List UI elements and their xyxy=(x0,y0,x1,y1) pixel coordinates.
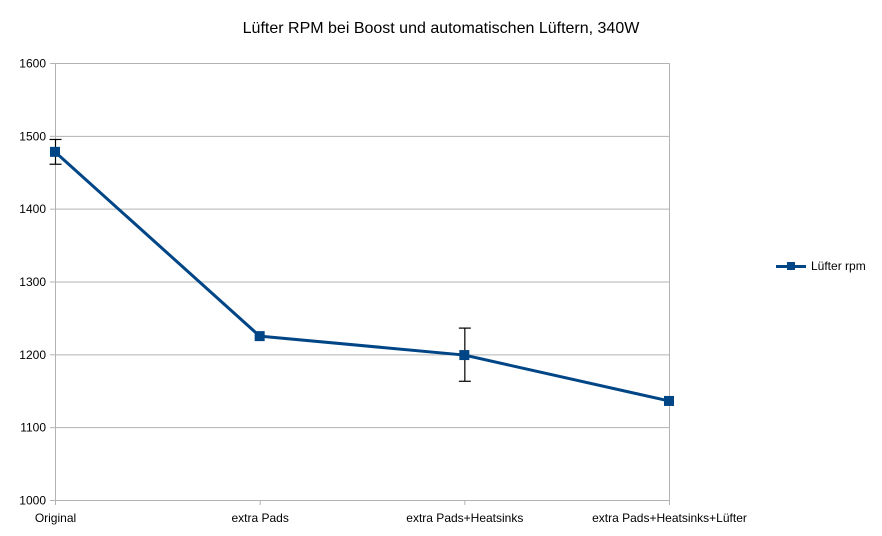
y-tick-label: 1400 xyxy=(19,202,46,216)
y-tick-label: 1600 xyxy=(19,57,46,71)
data-series xyxy=(49,138,674,406)
data-point-marker xyxy=(50,146,60,157)
data-point-marker xyxy=(664,395,674,406)
legend: Lüfter rpm xyxy=(776,259,866,273)
y-tick-label: 1200 xyxy=(19,348,46,362)
gridlines xyxy=(55,63,669,501)
x-tick-label: extra Pads+Heatsinks+Lüfter xyxy=(592,511,747,525)
legend-label: Lüfter rpm xyxy=(811,259,866,273)
series-line xyxy=(53,150,670,403)
y-axis-ticks: 1000 1100 1200 1300 1400 1500 1600 xyxy=(19,57,55,508)
x-tick-label: extra Pads xyxy=(231,511,288,525)
axes xyxy=(55,63,670,501)
data-point-marker xyxy=(254,331,265,342)
data-point-marker xyxy=(459,350,470,361)
x-tick-label: Original xyxy=(35,511,76,525)
x-axis-ticks: Original extra Pads extra Pads+Heatsinks ex… xyxy=(35,500,747,525)
y-tick-label: 1300 xyxy=(19,275,46,289)
x-tick-label: extra Pads+Heatsinks xyxy=(406,511,523,525)
y-tick-label: 1100 xyxy=(20,421,46,435)
legend-series-icon xyxy=(776,261,806,271)
chart-title: Lüfter RPM bei Boost und automatischen L… xyxy=(242,20,640,37)
y-tick-label: 1500 xyxy=(19,129,46,143)
y-tick-label: 1000 xyxy=(19,494,46,508)
